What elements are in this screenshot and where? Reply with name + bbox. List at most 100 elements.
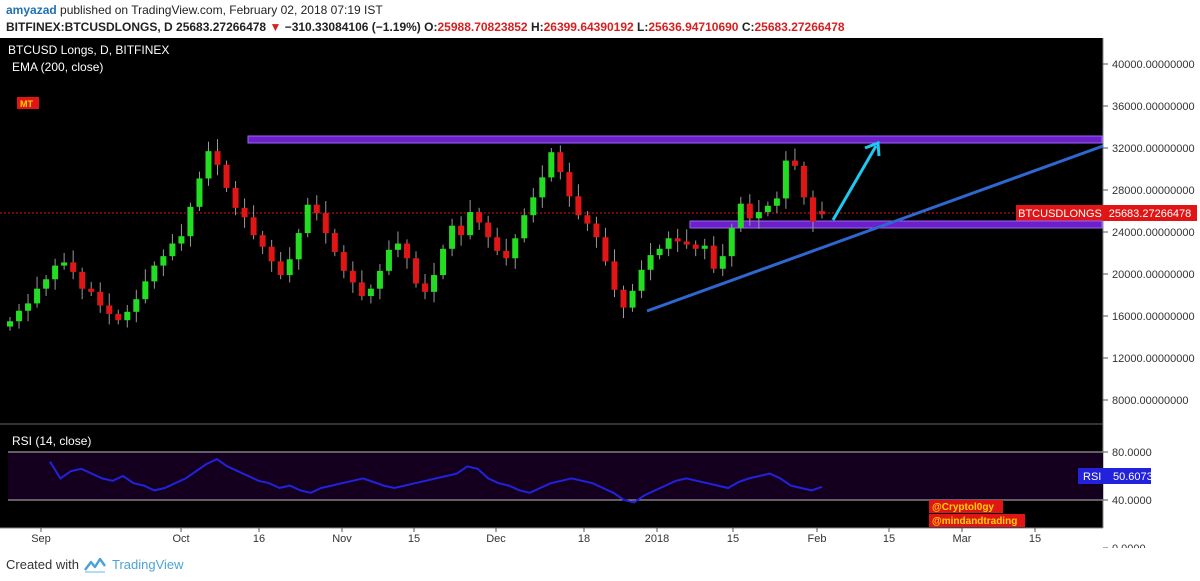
time-axis-panel (0, 528, 1103, 548)
price-axis-ticks: 40000.00000000 36000.00000000 32000.000000… (1103, 59, 1195, 407)
author-link[interactable]: amyazad (6, 3, 57, 17)
time-tick-label: 15 (408, 533, 420, 545)
candle-body (710, 245, 717, 269)
candle-body (539, 177, 546, 198)
watermark-2: @mindandtrading (932, 516, 1017, 527)
projection-arrow-head (864, 140, 881, 157)
down-arrow-icon: ▼ (269, 20, 282, 34)
time-tick-label: Oct (172, 533, 189, 545)
candle-body (819, 211, 825, 215)
candle-body (277, 261, 284, 276)
price-tick-label: 20000.00000000 (1112, 269, 1195, 281)
candle-body (403, 243, 410, 259)
rsi-title: RSI (14, close) (12, 434, 91, 448)
time-tick-label: 15 (1029, 533, 1041, 545)
chart-header: amyazad published on TradingView.com, Fe… (0, 0, 1200, 36)
candle-body (809, 197, 816, 222)
published-text: published on TradingView.com, February 0… (56, 3, 383, 17)
candle-body (43, 279, 50, 289)
candle-body (638, 269, 645, 291)
candle-body (16, 310, 23, 322)
ascending-trendline[interactable] (646, 144, 1104, 313)
price-tick-label: 36000.00000000 (1112, 101, 1195, 113)
candle-body (394, 243, 401, 250)
candle-body (223, 164, 230, 188)
candle-body (268, 246, 275, 262)
resistance-zone (247, 135, 1103, 144)
time-tick-label: Feb (808, 533, 827, 545)
rsi-label: RSI (1083, 471, 1101, 483)
footer: Created with TradingView (0, 548, 1200, 581)
legend-ema: EMA (200, close) (12, 60, 103, 74)
candle-body (7, 321, 13, 327)
candle-body (440, 248, 447, 276)
time-tick-label: Mar (953, 533, 972, 545)
candle-body (719, 256, 726, 269)
candle-body (422, 283, 429, 292)
candle-body (304, 204, 311, 234)
candle-body (602, 237, 609, 262)
time-tick-label: Nov (332, 533, 352, 545)
price-tick-label: 16000.00000000 (1112, 311, 1195, 323)
candle-body (773, 198, 780, 206)
candle-body (791, 160, 798, 166)
time-axis-labels: Sep Oct 16 Nov 15 Dec 18 2018 15 Feb 15 Mar 15 (31, 528, 1041, 545)
time-tick-label: Dec (486, 533, 506, 545)
candle-body (503, 250, 510, 259)
created-with-text: Created with (6, 557, 79, 572)
candle-body (88, 288, 95, 292)
candle-body (485, 222, 492, 238)
rsi-value: 50.6073 (1113, 471, 1153, 483)
rsi-band (8, 452, 1103, 500)
close-value: 25683.27266478 (754, 20, 845, 34)
watermark-2-bg (929, 514, 1025, 527)
candle-body (232, 187, 239, 208)
candle-body (647, 255, 654, 270)
candle-body (214, 151, 221, 165)
candle-body (259, 235, 266, 247)
candle-body (313, 204, 320, 214)
candle-body (250, 217, 257, 236)
candle-body (494, 237, 501, 251)
candle-body (458, 225, 465, 236)
candle-body (115, 313, 122, 321)
candle-body (449, 225, 456, 249)
tradingview-link[interactable]: TradingView (112, 557, 184, 572)
candlestick-series (7, 139, 825, 331)
candle-body (160, 256, 167, 266)
candle-body (133, 299, 140, 312)
candle-body (782, 160, 789, 199)
candle-body (611, 261, 618, 290)
time-tick-label: 18 (578, 533, 590, 545)
time-tick-label: 2018 (645, 533, 669, 545)
watermark-1-bg (929, 500, 1003, 513)
candle-body (151, 265, 158, 282)
price-tick-label: 24000.00000000 (1112, 227, 1195, 239)
candle-body (566, 172, 573, 197)
candle-body (61, 262, 68, 266)
mt-badge-text: MT (20, 99, 33, 109)
candle-body (385, 249, 392, 271)
price-chart[interactable]: BTCUSD Longs, D, BITFINEX EMA (200, clos… (0, 38, 1200, 548)
candle-body (764, 205, 771, 213)
projection-arrow-shaft[interactable] (831, 145, 878, 221)
last-price: 25683.27266478 (176, 20, 267, 34)
candle-body (70, 262, 77, 272)
time-tick-label: 15 (883, 533, 895, 545)
price-tick-label: 40000.00000000 (1112, 59, 1195, 71)
candle-body (413, 258, 419, 284)
price-axis-panel (1103, 38, 1200, 548)
candle-body (665, 238, 672, 249)
rsi-tick-label: 80.0000 (1112, 447, 1152, 459)
candle-body (97, 291, 104, 306)
candle-body (557, 152, 564, 173)
symbol-label: BITFINEX:BTCUSDLONGS, D (6, 20, 173, 34)
candle-body (286, 259, 293, 276)
candle-body (656, 248, 663, 256)
candle-body (548, 152, 555, 178)
current-price-label: 25683.27266478 (1109, 208, 1192, 220)
candle-body (800, 165, 807, 198)
candle-body (196, 178, 203, 207)
price-tick-label: 28000.00000000 (1112, 185, 1195, 197)
candle-body (79, 271, 86, 289)
